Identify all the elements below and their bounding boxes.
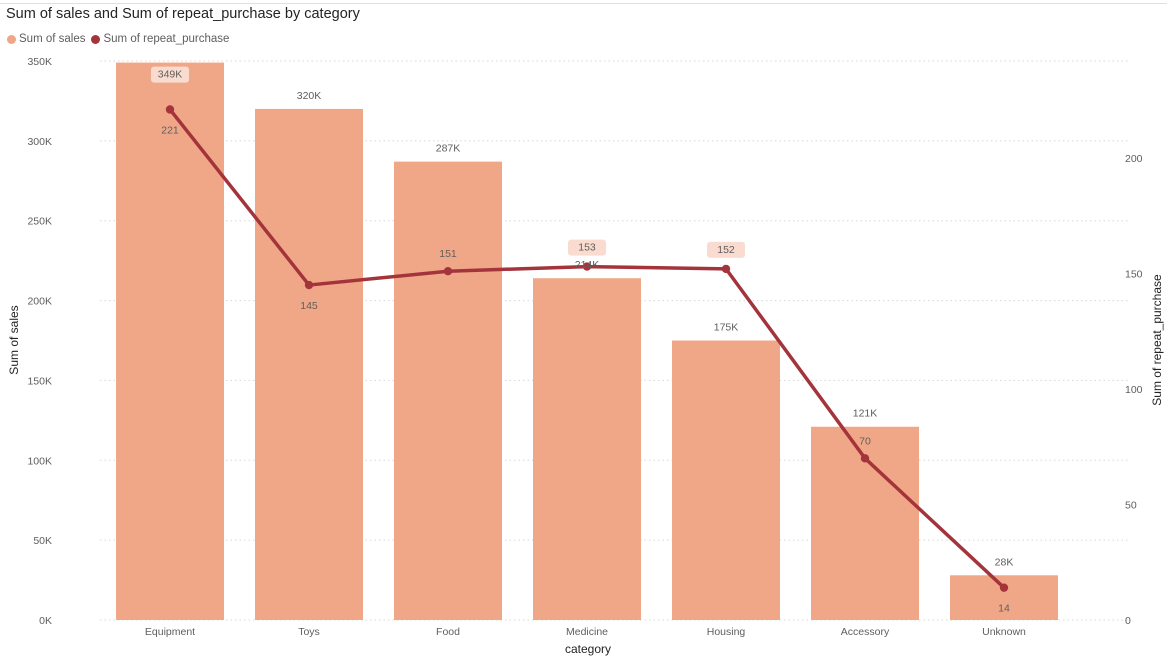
sales-data-label: 214K <box>575 259 600 271</box>
y-tick-label: 150K <box>27 375 52 387</box>
x-tick-label: Medicine <box>566 626 608 638</box>
y-tick-label: 100K <box>27 455 52 467</box>
x-tick-label: Food <box>436 626 460 638</box>
y2-tick-label: 50 <box>1125 500 1137 512</box>
y-axis-title: Sum of sales <box>7 305 21 374</box>
line-point <box>860 454 870 463</box>
y-tick-label: 0K <box>39 615 52 627</box>
y2-tick-label: 0 <box>1125 615 1131 627</box>
y2-tick-label: 200 <box>1125 153 1143 165</box>
x-tick-label: Housing <box>707 626 746 638</box>
y-tick-label: 300K <box>27 136 52 148</box>
sales-data-label: 349K <box>158 69 183 81</box>
sales-data-label: 175K <box>714 322 739 334</box>
bar <box>533 278 641 620</box>
bar <box>116 62 224 620</box>
repeat-purchase-data-label: 153 <box>578 242 596 254</box>
line-point <box>165 105 175 114</box>
legend-item-repeat-purchase[interactable]: Sum of repeat_purchase <box>91 33 229 45</box>
y-tick-label: 50K <box>33 535 52 547</box>
y2-tick-label: 150 <box>1125 269 1143 281</box>
line-point <box>721 264 731 274</box>
repeat-label-background <box>707 241 745 258</box>
data-labels: 349K 320K 287K 214K 175K 121K 28K 221 145 151 153 1… <box>151 66 1014 615</box>
chart-legend[interactable]: Sum of sales Sum of repeat_purchase <box>7 33 235 45</box>
x-axis-title: category <box>565 642 611 656</box>
repeat-purchase-data-label: 151 <box>439 248 457 260</box>
sales-data-label: 28K <box>995 556 1014 568</box>
legend-item-sales[interactable]: Sum of sales <box>7 33 85 45</box>
bar-series-sales <box>116 62 1058 621</box>
repeat-purchase-data-label: 145 <box>300 300 318 312</box>
sales-data-label: 287K <box>436 143 461 155</box>
line-series-repeat-purchase <box>165 105 1009 592</box>
bar <box>394 161 502 620</box>
legend-marker-repeat-purchase <box>91 34 101 44</box>
bar <box>672 340 780 620</box>
repeat-purchase-data-label: 70 <box>859 435 871 447</box>
y-tick-label: 200K <box>27 296 52 308</box>
bar <box>255 108 363 621</box>
x-tick-label: Accessory <box>841 626 890 638</box>
y2-axis-title: Sum of repeat_purchase <box>1150 274 1164 406</box>
line-point <box>582 262 592 271</box>
legend-marker-sales <box>7 34 16 44</box>
line-point <box>999 583 1009 592</box>
x-tick-label: Equipment <box>145 626 195 638</box>
y-tick-label: 350K <box>27 56 52 68</box>
chart-title: Sum of sales and Sum of repeat_purchase … <box>6 6 360 22</box>
y-tick-label: 250K <box>27 216 52 228</box>
y2-tick-label: 100 <box>1125 384 1143 396</box>
line-point <box>304 280 314 290</box>
sales-data-label: 121K <box>853 408 878 420</box>
repeat-purchase-data-label: 14 <box>998 603 1010 615</box>
repeat-purchase-data-label: 152 <box>717 244 735 256</box>
repeat-purchase-data-label: 221 <box>161 125 179 137</box>
sales-data-label: 320K <box>297 90 322 102</box>
x-tick-label: Unknown <box>982 626 1026 638</box>
sales-label-background <box>151 66 189 83</box>
line-point <box>443 267 453 276</box>
axes: 0K 50K 100K 150K 200K 250K 300K 350K 0 50 100 150 20… <box>27 56 1142 638</box>
visual-top-border <box>0 0 1167 4</box>
legend-label-sales: Sum of sales <box>19 33 86 45</box>
x-tick-label: Toys <box>298 626 320 638</box>
legend-label-repeat-purchase: Sum of repeat_purchase <box>103 33 230 45</box>
bar <box>950 575 1058 620</box>
repeat-label-background <box>568 239 606 256</box>
